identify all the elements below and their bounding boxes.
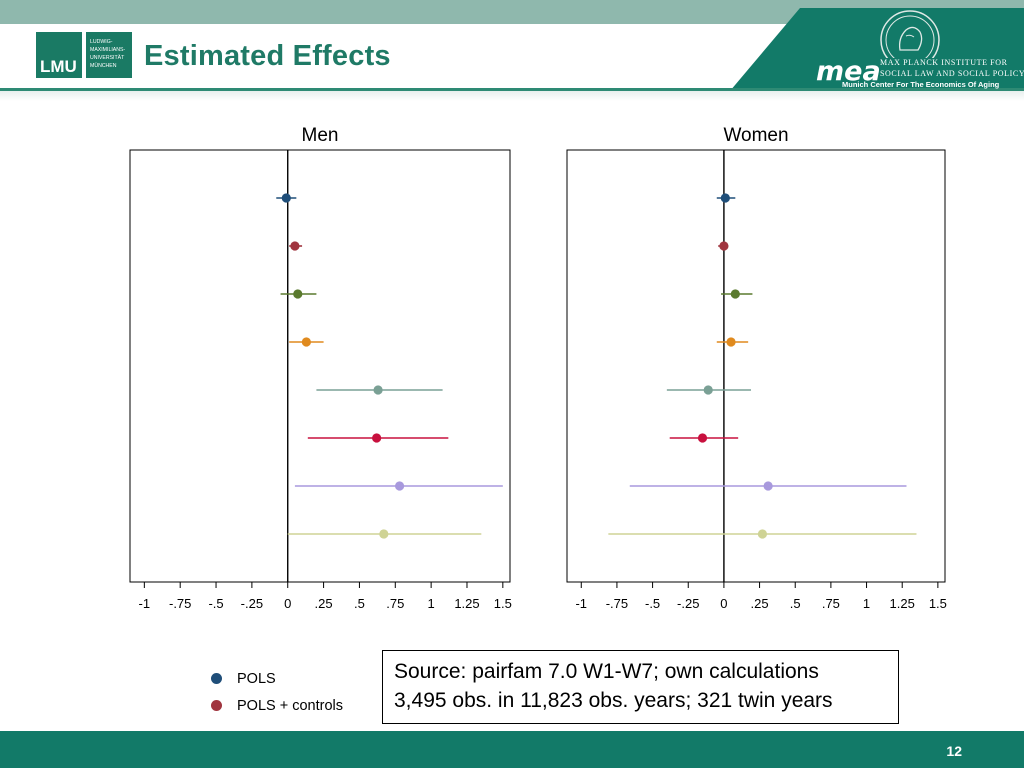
point-estimate (394, 481, 405, 491)
x-tick-label: -.5 (208, 596, 223, 611)
plot-frame (129, 149, 511, 583)
point-estimate (293, 289, 303, 299)
point-estimate (726, 337, 736, 347)
x-tick-label: 1 (863, 596, 870, 611)
x-tick-label: .5 (790, 596, 801, 611)
point-estimate (719, 241, 729, 251)
point-estimate (301, 337, 311, 347)
chart-panel-men: Men -1 -.75 -.5 -.25 0 .25 .5 .75 1 1.25 1.5 (129, 125, 512, 611)
mea-word: mea (816, 56, 881, 87)
header-brand-shape (0, 8, 1024, 91)
x-tick-label: -1 (139, 596, 151, 611)
x-tick-label: .75 (822, 596, 840, 611)
x-tick-label: -1 (575, 596, 587, 611)
chart-title: Men (302, 125, 339, 146)
point-estimate (372, 433, 382, 443)
coefficient-charts: Men-1 -.75 -.5 -.25 0.25.5.75 1 1.25 1.5Women-1… (129, 125, 947, 611)
mpi-name-line2: SOCIAL LAW AND SOCIAL POLICY (880, 69, 1024, 78)
x-tick-label: -.25 (241, 596, 263, 611)
lmu-logo-text: LMU (40, 57, 77, 76)
chart-title: Women (723, 125, 788, 146)
footer-bar: 12 (0, 731, 1024, 768)
x-tick-label: -.75 (169, 596, 191, 611)
x-tick-label: .25 (751, 596, 769, 611)
lmu-sub-line: MAXIMILIANS- (90, 47, 125, 53)
mea-logo: mea MAX PLANCK INSTITUTE FOR SOCIAL LAW … (812, 52, 1024, 92)
x-tick-label: 1.5 (494, 596, 512, 611)
point-estimate (720, 193, 730, 203)
x-tick-label: -.5 (645, 596, 660, 611)
source-note: Source: pairfam 7.0 W1-W7; own calculati… (382, 650, 899, 724)
x-tick-label: 1.5 (929, 596, 947, 611)
point-estimate (763, 481, 773, 491)
x-tick-label: 1.25 (454, 596, 479, 611)
x-tick-label: -.25 (677, 596, 699, 611)
point-estimate (281, 193, 291, 203)
x-tick-label: .5 (354, 596, 365, 611)
lmu-sub-line: UNIVERSITÄT (90, 54, 125, 61)
legend-dot (211, 700, 222, 711)
x-tick-label: .75 (386, 596, 404, 611)
page-number: 12 (946, 743, 962, 759)
point-estimate (757, 529, 768, 539)
legend-dot (211, 673, 222, 684)
x-tick-label: .25 (315, 596, 333, 611)
mpi-name-line1: MAX PLANCK INSTITUTE FOR (880, 58, 1008, 67)
x-tick-label: 1 (428, 596, 435, 611)
x-tick-label: 0 (720, 596, 727, 611)
source-line-2: 3,495 obs. in 11,823 obs. years; 321 twi… (394, 689, 833, 712)
lmu-sub-line: LUDWIG- (90, 39, 113, 45)
x-tick-label: 1.25 (890, 596, 915, 611)
point-estimate (697, 433, 708, 443)
point-estimate (703, 385, 713, 395)
legend-item-pols-controls: POLS + controls (210, 692, 380, 719)
legend-label: POLS (237, 670, 276, 687)
point-estimate (290, 241, 300, 251)
legend-item-pols: POLS (210, 665, 380, 692)
lmu-sub-line: MÜNCHEN (90, 62, 117, 69)
header-divider (0, 88, 1024, 91)
x-tick-label: -.75 (606, 596, 628, 611)
point-estimate (379, 529, 389, 539)
mea-subtitle: Munich Center For The Economics Of Aging (842, 80, 1000, 89)
legend-label: POLS + controls (237, 697, 343, 714)
plot-frame (566, 149, 946, 583)
legend: POLS POLS + controls (210, 665, 380, 719)
point-estimate (373, 385, 383, 395)
lmu-logo: LMU LUDWIG- MAXIMILIANS- UNIVERSITÄT MÜN… (36, 32, 132, 78)
header-shadow (0, 91, 1024, 101)
page-title: Estimated Effects (144, 40, 391, 72)
x-tick-label: 0 (284, 596, 291, 611)
point-estimate (730, 289, 740, 299)
max-planck-seal-icon (880, 10, 940, 58)
source-line-1: Source: pairfam 7.0 W1-W7; own calculati… (394, 660, 819, 683)
chart-panel-women: Women -1 -.75 -.5 -.25 0 .25 .5 .75 1 1.25 1.5 (566, 125, 947, 611)
